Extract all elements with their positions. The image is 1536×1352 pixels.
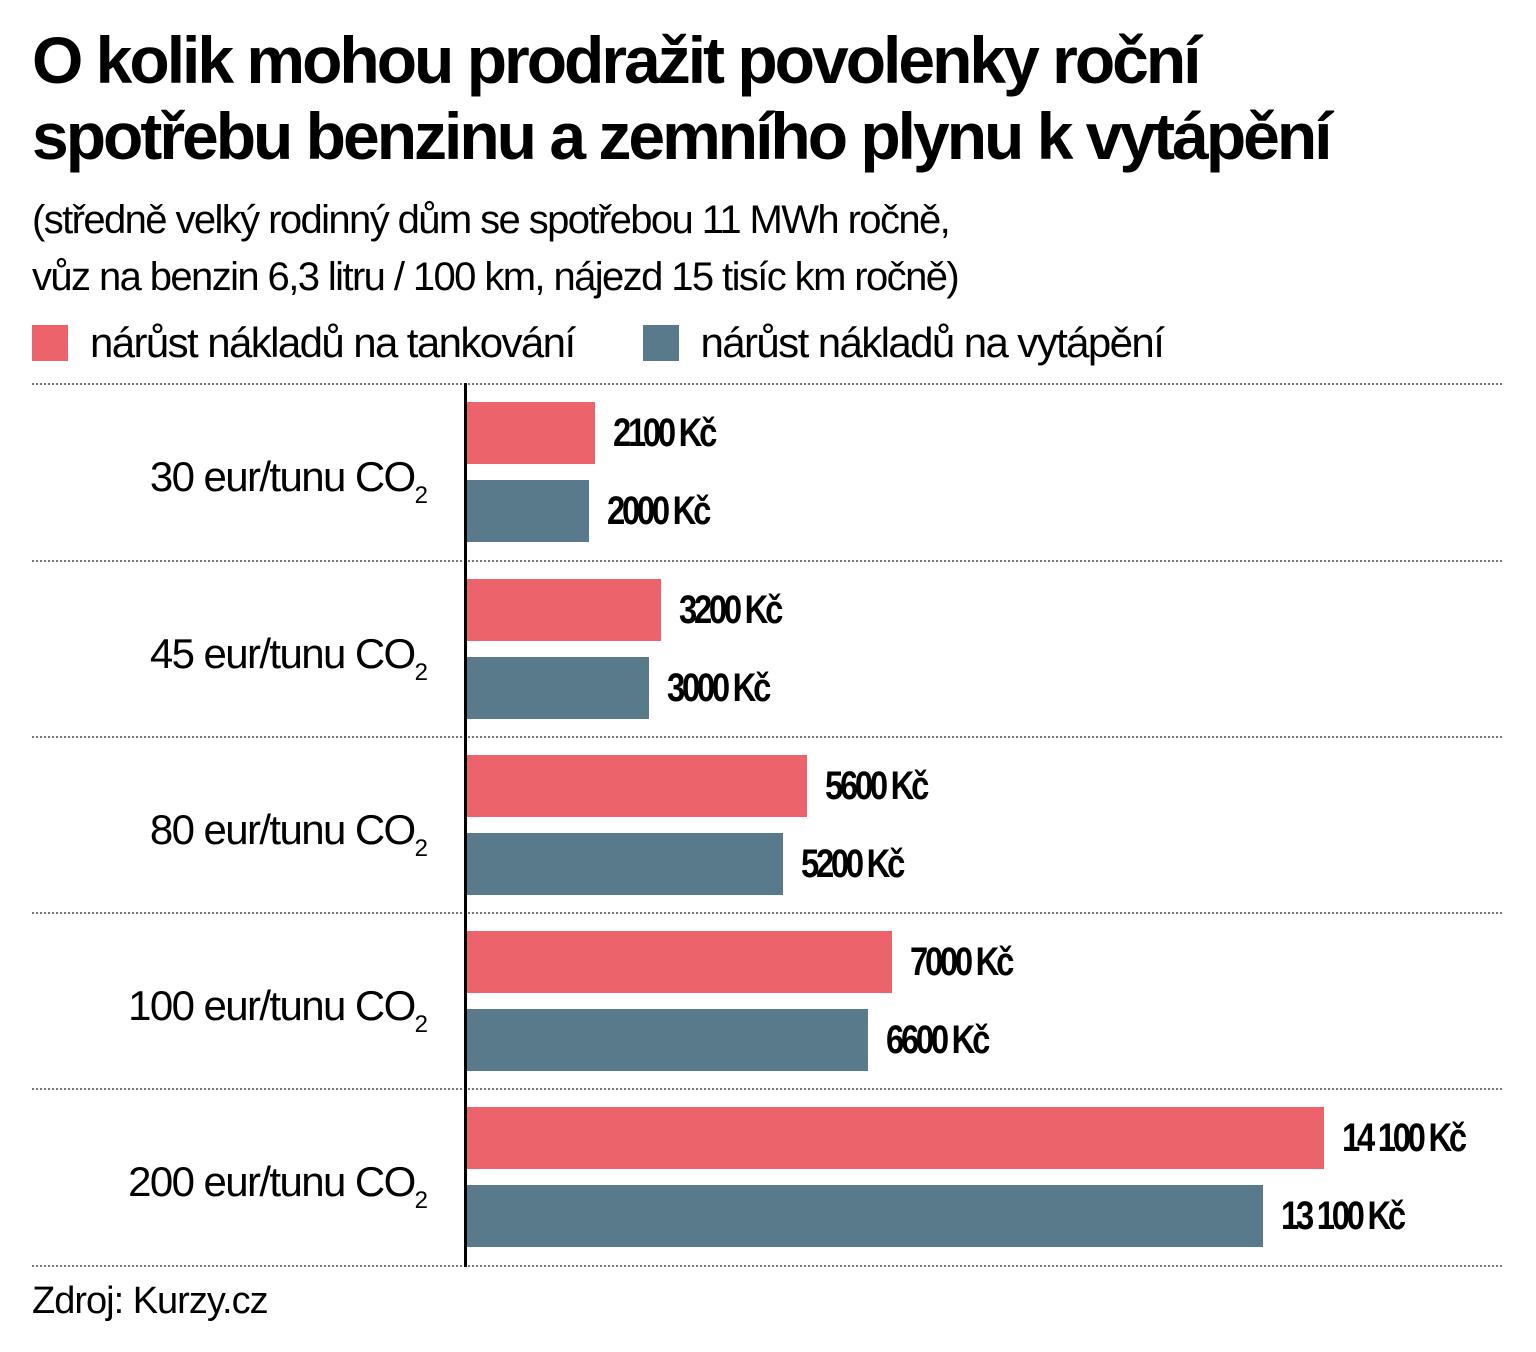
title-line-1: O kolik mohou prodražit povolenky roční [32,23,1201,97]
group-separator [32,736,1502,738]
bar-vytapeni [467,480,589,542]
legend-label: nárůst nákladů na vytápění [700,319,1165,366]
category-label-text: 200 eur/tunu CO [128,1158,416,1205]
legend: nárůst nákladů na tankování nárůst nákla… [32,318,1165,368]
bar-vytapeni [467,657,649,719]
y-axis-line [464,383,467,1267]
bar-tankovani [467,579,661,641]
category-label: 30 eur/tunu CO2 [0,453,428,510]
category-label-text: 100 eur/tunu CO [128,982,416,1029]
category-label-text: 80 eur/tunu CO [149,806,416,853]
chart-subtitle: (středně velký rodinný dům se spotřebou … [32,192,1512,306]
subscript: 2 [414,659,428,686]
bar-value-label: 3000 Kč [667,666,771,710]
legend-swatch-red-icon [32,325,68,361]
legend-swatch-slate-icon [642,325,679,361]
category-label-text: 30 eur/tunu CO [149,453,416,500]
bar-tankovani [467,402,595,464]
title-line-2: spotřebu benzinu a zemního plynu k vytáp… [32,99,1333,173]
subscript: 2 [414,835,428,862]
group-separator [32,383,1502,385]
group-separator [32,1265,1502,1267]
category-label: 100 eur/tunu CO2 [0,982,428,1039]
source-note: Zdroj: Kurzy.cz [32,1280,269,1322]
bar-value-label: 3200 Kč [679,588,783,632]
bar-value-label: 5200 Kč [801,842,905,886]
bar-value-label: 6600 Kč [886,1018,990,1062]
bar-value-label: 7000 Kč [910,940,1014,984]
legend-label: nárůst nákladů na tankování [90,319,576,366]
subscript: 2 [414,482,428,509]
bar-vytapeni [467,833,783,895]
bar-value-label: 13 100 Kč [1281,1194,1406,1238]
bar-tankovani [467,1107,1324,1169]
bar-value-label: 2000 Kč [607,489,711,533]
bar-tankovani [467,755,807,817]
category-label: 80 eur/tunu CO2 [0,806,428,863]
bar-value-label: 5600 Kč [825,764,929,808]
category-label-text: 45 eur/tunu CO [149,630,416,677]
subtitle-line-1: (středně velký rodinný dům se spotřebou … [32,198,951,242]
group-separator [32,1088,1502,1090]
subscript: 2 [414,1187,428,1214]
bar-vytapeni [467,1185,1263,1247]
bar-vytapeni [467,1009,868,1071]
group-separator [32,560,1502,562]
legend-item-vytapeni: nárůst nákladů na vytápění [642,319,1165,367]
category-label: 200 eur/tunu CO2 [0,1158,428,1215]
category-label: 45 eur/tunu CO2 [0,630,428,687]
subscript: 2 [414,1011,428,1038]
bar-value-label: 14 100 Kč [1342,1116,1467,1160]
legend-item-tankovani: nárůst nákladů na tankování [32,319,576,367]
bar-tankovani [467,931,892,993]
subtitle-line-2: vůz na benzin 6,3 litru / 100 km, nájezd… [32,255,960,299]
chart-title: O kolik mohou prodražit povolenky roční … [32,22,1512,174]
group-separator [32,912,1502,914]
bar-value-label: 2100 Kč [613,411,717,455]
